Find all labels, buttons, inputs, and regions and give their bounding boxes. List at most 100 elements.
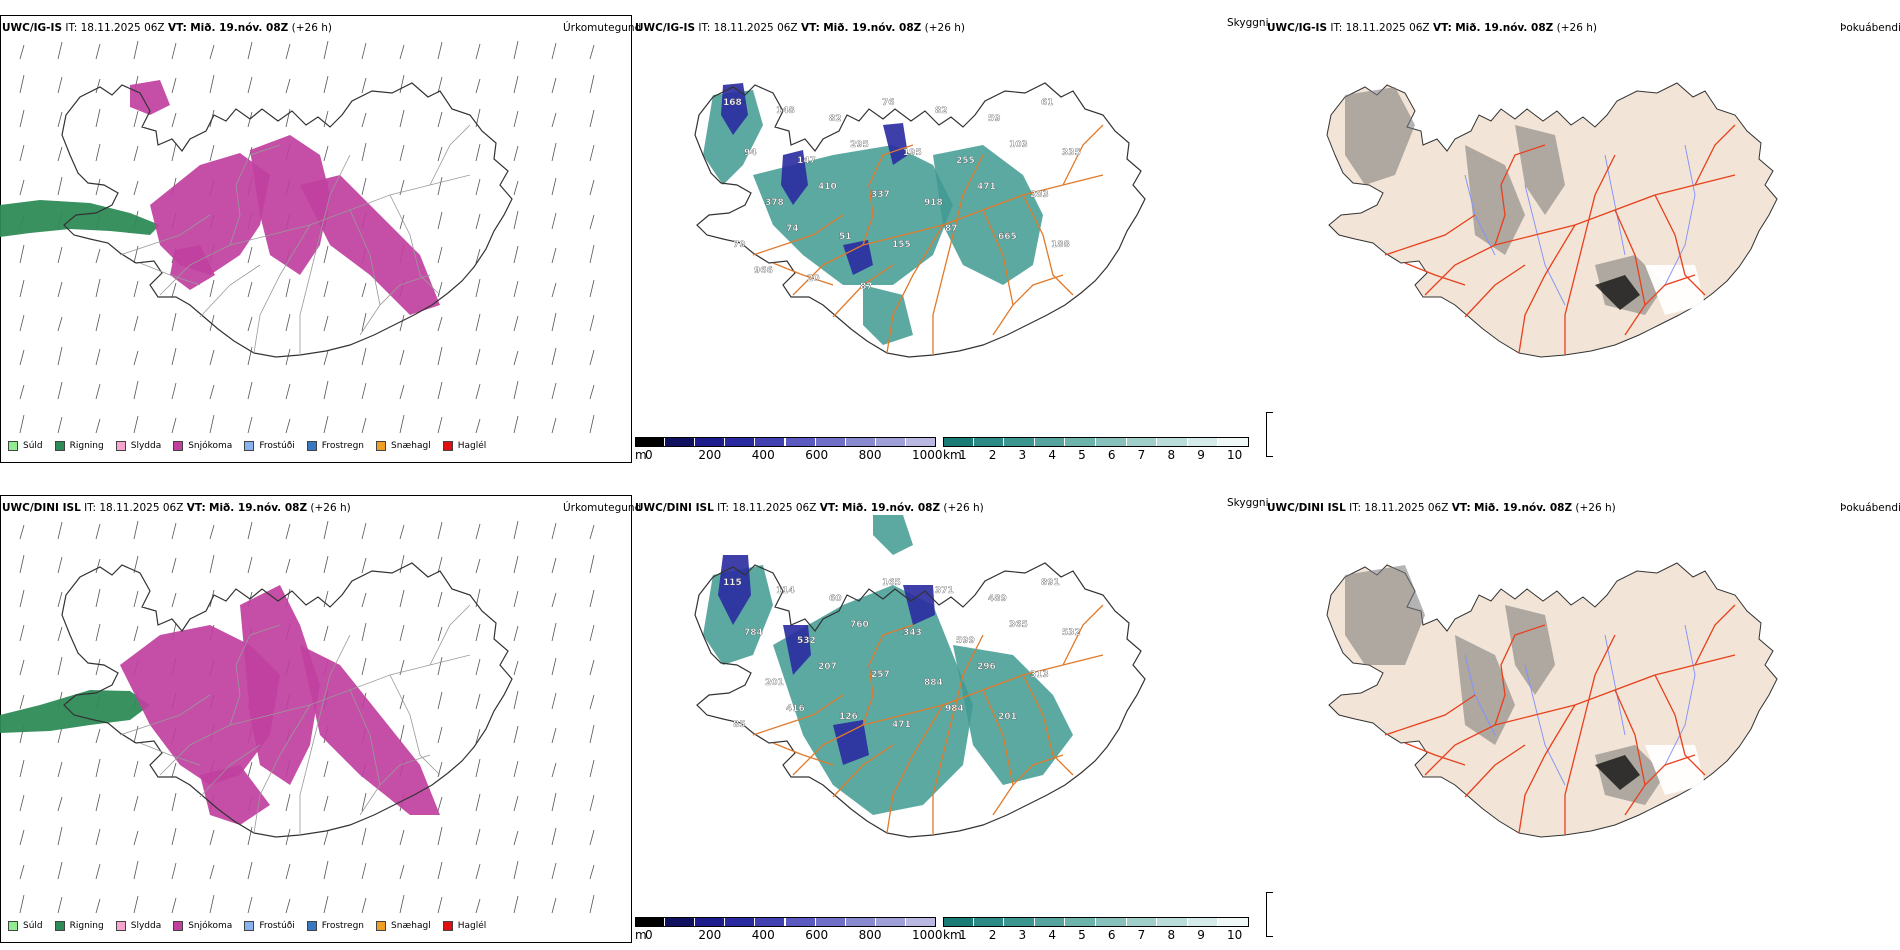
legend-item: Rigning [54, 441, 104, 451]
colorbar-segment [1157, 917, 1188, 927]
visibility-panel: UWC/IG-IS IT: 18.11.2025 06Z VT: Mið. 19… [633, 0, 1273, 475]
river [1664, 144, 1696, 286]
wind-barb [171, 347, 177, 366]
iceland-map [1326, 82, 1778, 358]
wind-barb [475, 143, 481, 162]
colorbar-tick: 10 [1227, 928, 1243, 942]
panel-header: UWC/DINI ISL IT: 18.11.2025 06Z VT: Mið.… [1267, 502, 1616, 514]
wind-barb [19, 624, 25, 642]
wind-barb [475, 898, 481, 914]
road [886, 704, 944, 834]
wind-barb [285, 558, 291, 574]
legend-item: Slydda [115, 921, 161, 931]
road [389, 674, 441, 776]
wind-barb [475, 178, 481, 196]
wind-barb [589, 524, 595, 540]
legend-swatch [54, 441, 65, 451]
colorbar-tick: 400 [751, 448, 775, 462]
wind-barb [95, 758, 101, 778]
wind-barb [323, 895, 329, 914]
colorbar-segment [1157, 437, 1188, 447]
wind-barb [57, 796, 63, 812]
road [199, 744, 261, 798]
wind-barb [247, 316, 253, 332]
wind-barb [95, 313, 101, 332]
legend-label: Haglél [457, 441, 487, 451]
wind-barb [437, 591, 443, 608]
peak-label: 103 [1009, 140, 1028, 150]
wind-barb [437, 246, 443, 264]
wind-barb [57, 246, 63, 264]
wind-barb [475, 213, 481, 230]
model-name: UWC/IG-IS [2, 22, 63, 34]
wind-barb [57, 521, 63, 540]
model-name: UWC/DINI ISL [1267, 502, 1346, 514]
wind-barb [285, 108, 291, 128]
wind-barb [361, 347, 367, 366]
wind-barb [513, 380, 519, 400]
peak-label: 60 [829, 594, 842, 604]
wind-barb [437, 826, 443, 846]
peak-label: 74 [786, 224, 799, 234]
peak-label: 126 [839, 712, 858, 722]
wind-barb [285, 418, 291, 434]
colorbar-segment [1126, 437, 1158, 447]
wind-barb [209, 144, 215, 162]
wind-barb [399, 44, 405, 60]
legend-label: Frostregn [321, 441, 365, 451]
colorbar-tick: 3 [1018, 448, 1027, 462]
peak-label: 147 [797, 156, 816, 166]
peak-label: 378 [765, 198, 784, 208]
wind-barb [589, 589, 595, 608]
wind-barb [171, 557, 177, 574]
peak-label: 87 [860, 282, 873, 292]
wind-barb [589, 694, 595, 710]
wind-barb [19, 44, 25, 60]
legend-swatch [442, 921, 453, 931]
iceland-map [0, 40, 595, 434]
wind-barb [247, 896, 253, 914]
wind-barb [513, 830, 519, 846]
wind-barb [551, 142, 557, 162]
wind-barb [513, 210, 519, 230]
wind-barb [437, 146, 443, 162]
road [229, 624, 281, 726]
wind-barb [171, 862, 177, 880]
legend-swatch [442, 441, 453, 451]
snow-area [250, 135, 330, 275]
wind-barb [323, 760, 329, 778]
colorbar-segment [973, 917, 1005, 927]
wind-barb [551, 622, 557, 642]
peak-label: 665 [998, 232, 1017, 242]
wind-barb [95, 78, 101, 94]
wind-barb [589, 144, 595, 162]
iceland-map [0, 520, 595, 914]
wind-barb [19, 349, 25, 366]
wind-barb [57, 591, 63, 608]
wind-barb [323, 555, 329, 574]
road [1518, 704, 1576, 834]
colorbar-tick: 600 [805, 928, 829, 942]
legend-label: Súld [23, 441, 43, 451]
road [1624, 754, 1696, 816]
road [1404, 742, 1466, 766]
peak-label: 918 [924, 198, 943, 208]
wind-barb [513, 760, 519, 778]
wind-barb [95, 558, 101, 574]
wind-barb [19, 759, 25, 778]
wind-barb [171, 417, 177, 434]
coastline [61, 562, 513, 838]
wind-barb [323, 40, 329, 60]
legend-item: Frostregn [306, 921, 364, 931]
wind-barb [551, 727, 557, 744]
wind-barb [57, 626, 63, 642]
wind-barb [361, 657, 367, 676]
road [862, 144, 914, 246]
very-low-visibility-area [883, 123, 908, 165]
coastline [694, 562, 1146, 838]
road [1404, 262, 1466, 286]
wind-barb [551, 77, 557, 94]
fog-index-panel: UWC/IG-IS IT: 18.11.2025 06Z VT: Mið. 19… [1265, 0, 1900, 475]
wind-barb [133, 795, 139, 812]
colorbar-segment [635, 437, 666, 447]
